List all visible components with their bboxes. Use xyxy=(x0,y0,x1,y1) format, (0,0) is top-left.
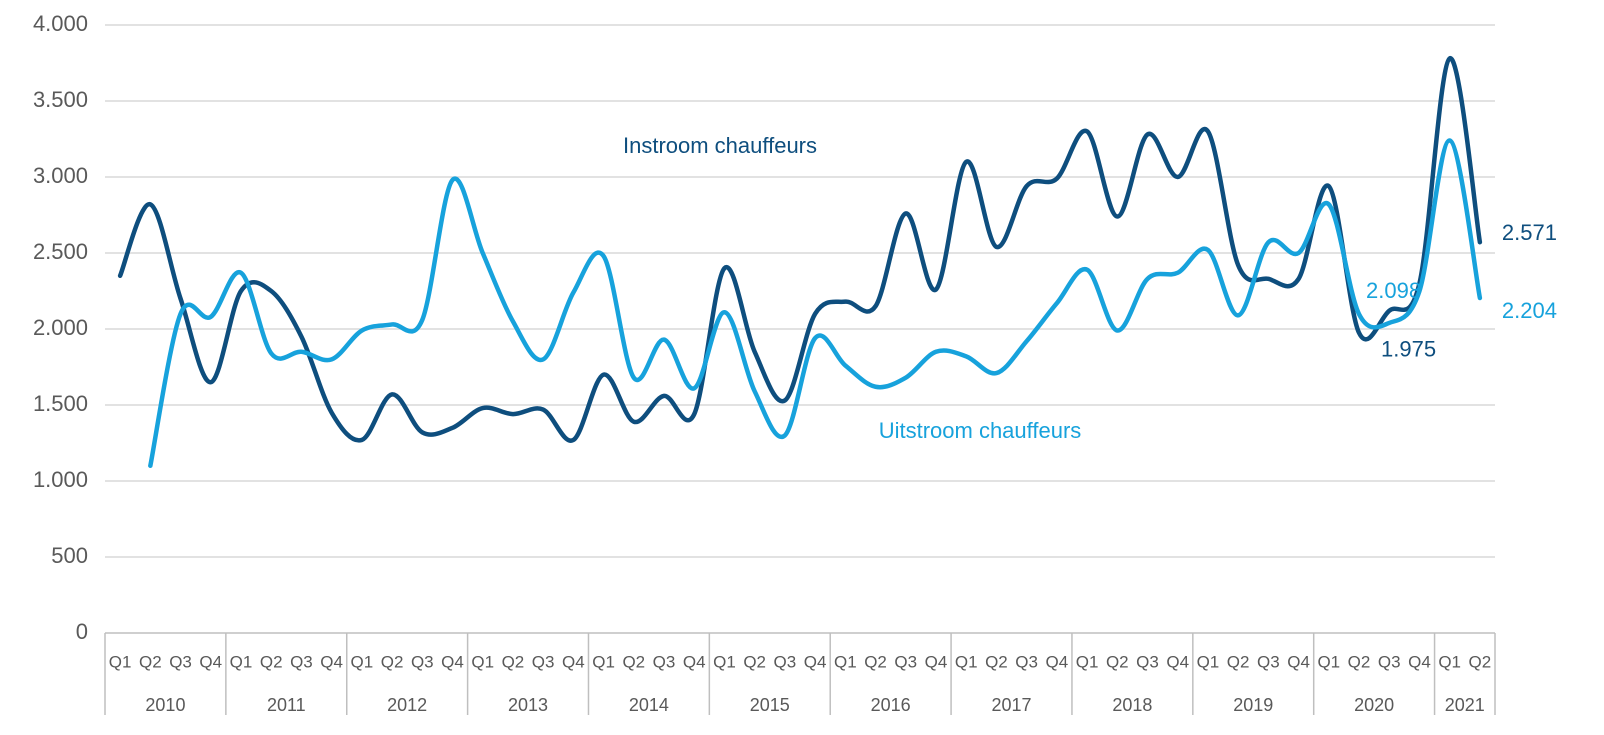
x-tick-label: Q4 xyxy=(1046,652,1069,671)
x-tick-label: Q4 xyxy=(804,652,827,671)
x-tick-label: Q2 xyxy=(1469,652,1492,671)
series-line xyxy=(148,138,1483,469)
x-tick-label: Q3 xyxy=(653,652,676,671)
x-group-label: 2017 xyxy=(991,695,1031,715)
x-tick-label: Q3 xyxy=(1257,652,1280,671)
x-tick-label: Q3 xyxy=(1378,652,1401,671)
x-tick-label: Q4 xyxy=(562,652,585,671)
x-tick-label: Q3 xyxy=(169,652,192,671)
x-tick-label: Q3 xyxy=(894,652,917,671)
y-tick-label: 2.500 xyxy=(33,239,88,264)
x-tick-label: Q4 xyxy=(1166,652,1189,671)
x-tick-label: Q4 xyxy=(1408,652,1431,671)
x-tick-label: Q3 xyxy=(411,652,434,671)
x-group-label: 2011 xyxy=(267,695,306,715)
x-group-label: 2021 xyxy=(1445,695,1485,715)
data-label: 2.098 xyxy=(1366,278,1421,303)
y-tick-label: 0 xyxy=(76,619,88,644)
x-tick-label: Q1 xyxy=(834,652,857,671)
x-tick-label: Q1 xyxy=(1438,652,1461,671)
x-tick-label: Q2 xyxy=(864,652,887,671)
x-tick-label: Q1 xyxy=(109,652,132,671)
x-tick-label: Q1 xyxy=(592,652,615,671)
x-tick-label: Q2 xyxy=(1106,652,1129,671)
x-tick-label: Q3 xyxy=(1136,652,1159,671)
x-tick-label: Q2 xyxy=(622,652,645,671)
x-tick-label: Q2 xyxy=(1348,652,1371,671)
x-tick-label: Q1 xyxy=(955,652,978,671)
data-label: 2.204 xyxy=(1502,298,1557,323)
y-tick-label: 1.000 xyxy=(33,467,88,492)
series-annotation: Instroom chauffeurs xyxy=(623,133,817,158)
x-tick-label: Q1 xyxy=(1076,652,1099,671)
x-group-label: 2010 xyxy=(145,695,185,715)
x-group-label: 2016 xyxy=(871,695,911,715)
x-group-label: 2014 xyxy=(629,695,669,715)
x-group-label: 2020 xyxy=(1354,695,1394,715)
y-tick-label: 3.000 xyxy=(33,163,88,188)
x-tick-label: Q1 xyxy=(471,652,494,671)
y-tick-label: 2.000 xyxy=(33,315,88,340)
series-annotation: Uitstroom chauffeurs xyxy=(879,418,1082,443)
x-tick-label: Q3 xyxy=(774,652,797,671)
x-tick-label: Q2 xyxy=(1227,652,1250,671)
y-tick-label: 3.500 xyxy=(33,87,88,112)
x-tick-label: Q1 xyxy=(351,652,374,671)
x-tick-label: Q1 xyxy=(713,652,736,671)
x-tick-label: Q3 xyxy=(532,652,555,671)
x-group-label: 2013 xyxy=(508,695,548,715)
data-label: 2.571 xyxy=(1502,220,1557,245)
x-group-label: 2015 xyxy=(750,695,790,715)
x-tick-label: Q3 xyxy=(290,652,313,671)
x-tick-label: Q3 xyxy=(1015,652,1038,671)
x-tick-label: Q1 xyxy=(1317,652,1340,671)
x-tick-label: Q4 xyxy=(1287,652,1310,671)
x-tick-label: Q2 xyxy=(139,652,162,671)
x-tick-label: Q4 xyxy=(441,652,464,671)
x-tick-label: Q4 xyxy=(199,652,222,671)
y-tick-label: 500 xyxy=(51,543,88,568)
x-tick-label: Q2 xyxy=(381,652,404,671)
x-tick-label: Q2 xyxy=(743,652,766,671)
x-tick-label: Q2 xyxy=(985,652,1008,671)
x-group-label: 2019 xyxy=(1233,695,1273,715)
x-tick-label: Q4 xyxy=(683,652,706,671)
x-tick-label: Q4 xyxy=(320,652,343,671)
y-tick-label: 1.500 xyxy=(33,391,88,416)
x-group-label: 2012 xyxy=(387,695,427,715)
x-group-label: 2018 xyxy=(1112,695,1152,715)
x-tick-label: Q1 xyxy=(1197,652,1220,671)
x-tick-label: Q1 xyxy=(230,652,253,671)
x-tick-label: Q2 xyxy=(260,652,283,671)
data-label: 1.975 xyxy=(1381,337,1436,362)
x-tick-label: Q2 xyxy=(502,652,525,671)
x-tick-label: Q4 xyxy=(925,652,948,671)
y-tick-label: 4.000 xyxy=(33,11,88,36)
series-line xyxy=(117,56,1483,443)
